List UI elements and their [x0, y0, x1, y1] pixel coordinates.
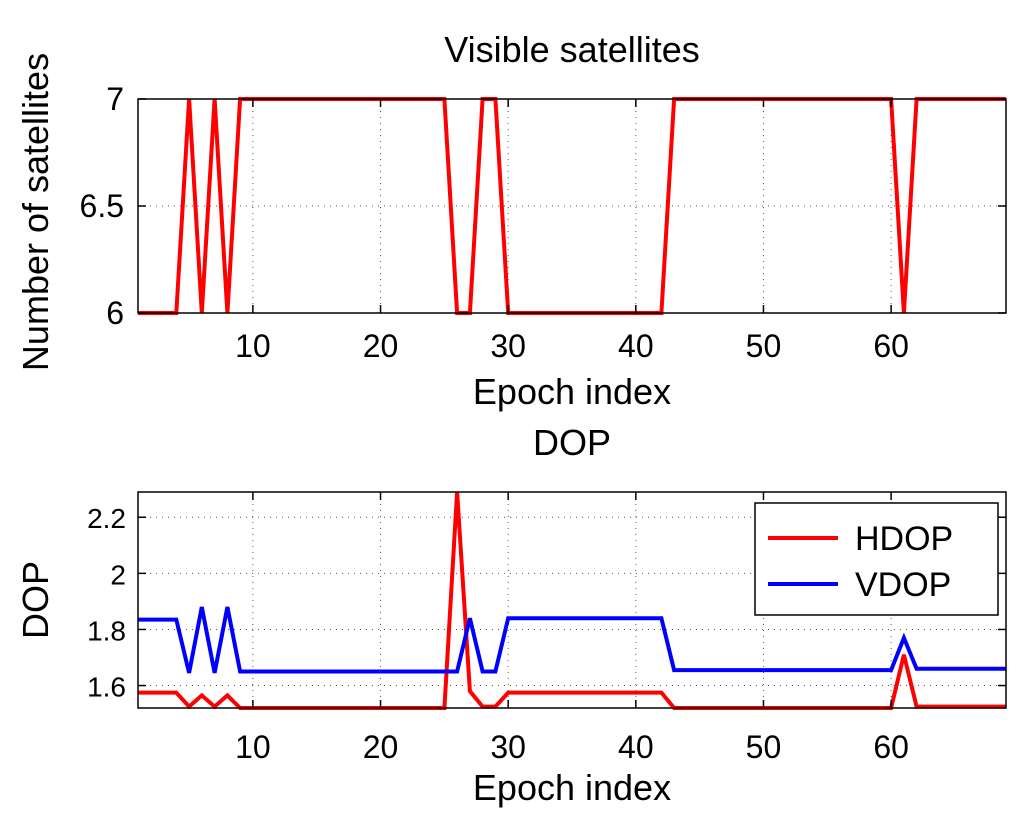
dop-chart: DOP 10 20 30 40 50 60 1.6 1.8 2 2.2 Epoch index D…: [15, 422, 1007, 808]
chart-title: Visible satellites: [444, 29, 699, 70]
legend-box: [754, 502, 999, 616]
y-tick-label: 6: [106, 295, 124, 331]
y-tick-label: 7: [106, 81, 124, 117]
x-axis-label: Epoch index: [473, 767, 671, 808]
plot-frame: [137, 491, 1007, 709]
series-layer: [138, 97, 1006, 315]
y-tick-label: 2: [110, 559, 126, 590]
ticks: 10 20 30 40 50 60 6 6.5 7: [80, 81, 1006, 364]
y-tick-label: 6.5: [80, 188, 124, 224]
y-tick-label: 1.6: [87, 672, 126, 703]
x-tick-label: 30: [490, 328, 526, 364]
x-tick-label: 10: [235, 328, 271, 364]
series-line-vdop: [138, 606, 1006, 674]
x-tick-label: 40: [618, 729, 654, 765]
plot-frame: [137, 98, 1007, 314]
y-axis-label: Number of satellites: [15, 53, 56, 371]
x-tick-label: 40: [618, 328, 654, 364]
x-tick-label: 30: [490, 729, 526, 765]
chart-title: DOP: [533, 422, 611, 463]
satellites-chart: Visible satellites 10 20 30 40 50 60 6 6.5 7 Epo…: [15, 29, 1007, 412]
x-tick-label: 10: [235, 729, 271, 765]
grid: [138, 99, 1006, 313]
x-tick-label: 60: [873, 729, 909, 765]
x-tick-label: 50: [746, 729, 782, 765]
legend-label-vdop: VDOP: [855, 566, 951, 604]
x-tick-label: 20: [363, 328, 399, 364]
ticks: 10 20 30 40 50 60 1.6 1.8 2 2.2: [87, 492, 1006, 765]
y-axis-label: DOP: [15, 561, 56, 639]
x-tick-label: 20: [363, 729, 399, 765]
y-tick-label: 1.8: [87, 615, 126, 646]
x-tick-label: 60: [873, 328, 909, 364]
legend-label-hdop: HDOP: [855, 520, 953, 558]
legend: HDOP VDOP: [754, 502, 999, 616]
series-line: [138, 97, 1006, 315]
x-axis-label: Epoch index: [473, 371, 671, 412]
x-tick-label: 50: [746, 328, 782, 364]
y-tick-label: 2.2: [87, 503, 126, 534]
